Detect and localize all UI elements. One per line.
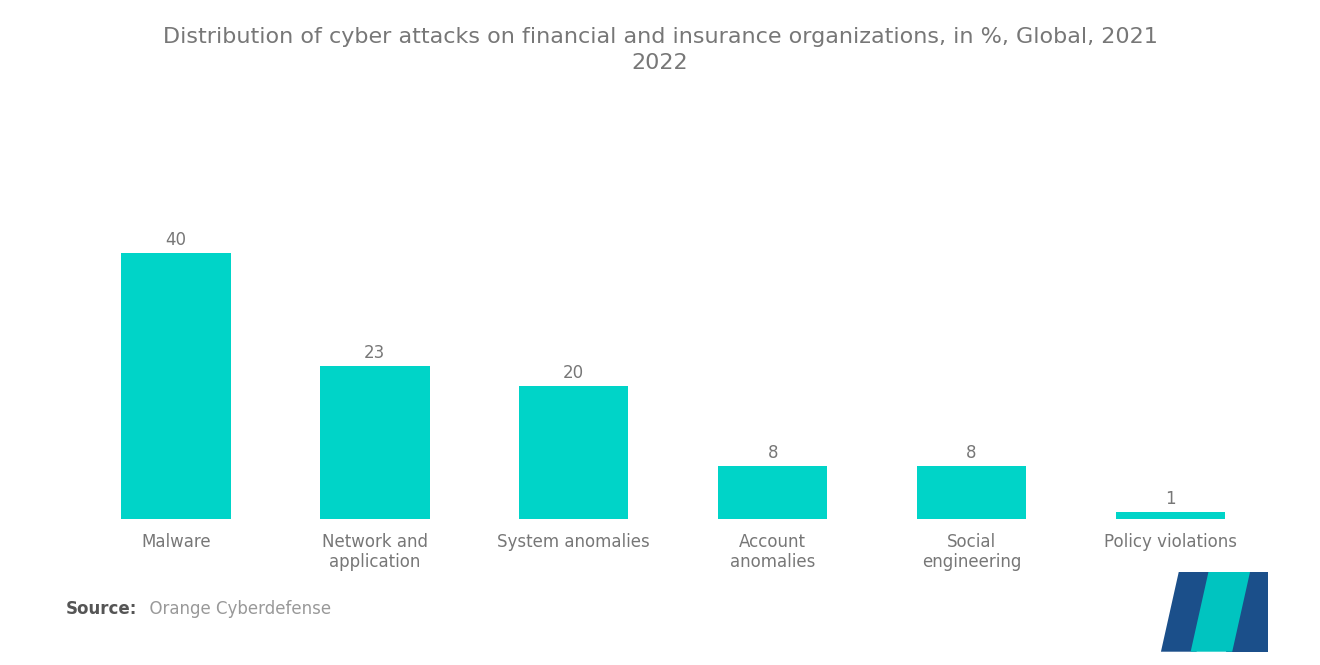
Polygon shape: [1162, 572, 1214, 652]
Bar: [519, 386, 628, 519]
Polygon shape: [1191, 572, 1250, 652]
Text: 8: 8: [767, 444, 777, 462]
Bar: [718, 465, 828, 519]
Polygon shape: [1226, 572, 1267, 652]
Bar: [1115, 512, 1225, 519]
Text: Source:: Source:: [66, 600, 137, 618]
Text: Distribution of cyber attacks on financial and insurance organizations, in %, Gl: Distribution of cyber attacks on financi…: [162, 27, 1158, 73]
Text: Orange Cyberdefense: Orange Cyberdefense: [139, 600, 331, 618]
Text: 20: 20: [564, 364, 585, 382]
Text: 1: 1: [1166, 490, 1176, 508]
Text: 23: 23: [364, 344, 385, 362]
Bar: [321, 366, 429, 519]
Bar: [917, 465, 1026, 519]
Text: 8: 8: [966, 444, 977, 462]
Bar: [121, 253, 231, 519]
Text: 40: 40: [165, 231, 186, 249]
